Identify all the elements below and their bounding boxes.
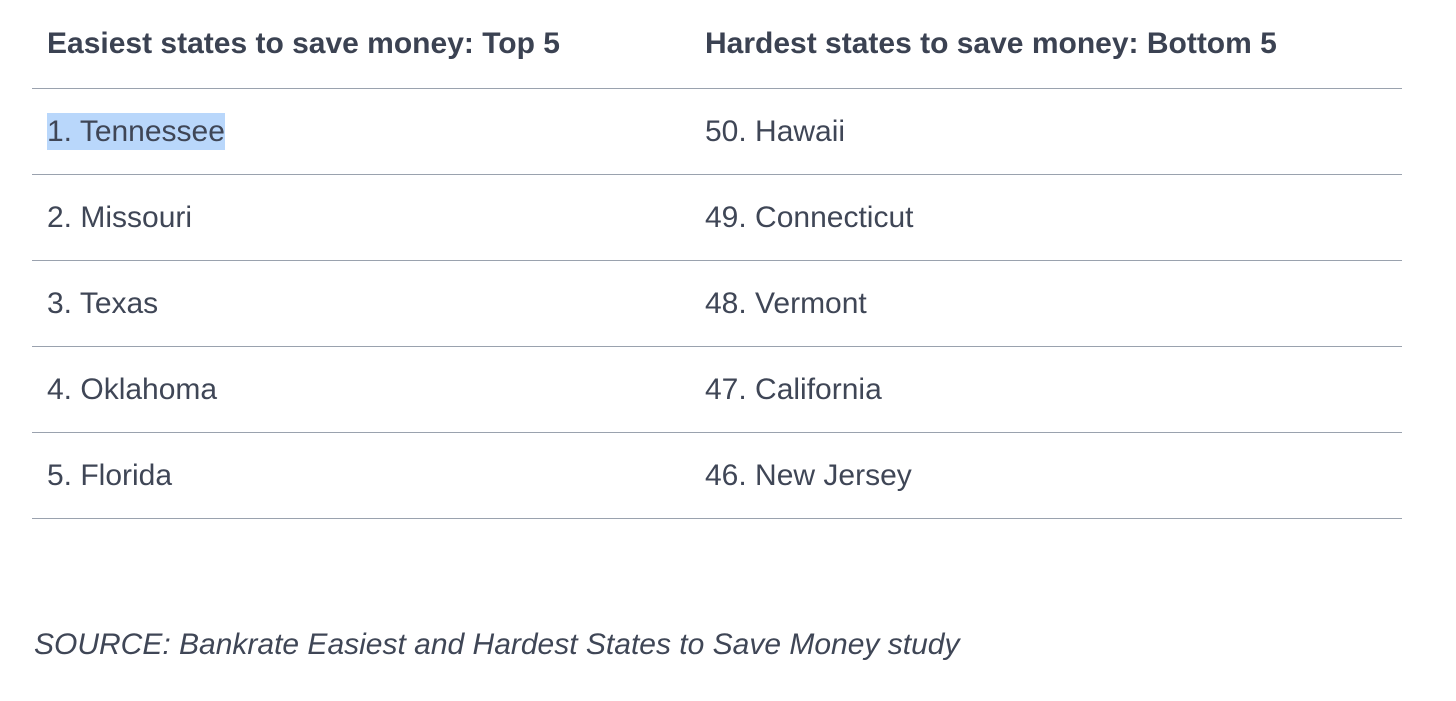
table-row: 2. Missouri 49. Connecticut: [32, 174, 1402, 261]
header-hardest-states: Hardest states to save money: Bottom 5: [691, 0, 1402, 89]
table-cell-hardest[interactable]: 49. Connecticut: [691, 174, 1402, 261]
table-header-row: Easiest states to save money: Top 5 Hard…: [32, 0, 1402, 89]
table-cell-hardest[interactable]: 47. California: [691, 346, 1402, 433]
states-table: Easiest states to save money: Top 5 Hard…: [32, 0, 1402, 519]
selected-text-highlight[interactable]: 1. Tennessee: [47, 112, 225, 150]
table-cell-hardest[interactable]: 46. New Jersey: [691, 432, 1402, 519]
table-cell-hardest[interactable]: 50. Hawaii: [691, 88, 1402, 175]
header-easiest-states: Easiest states to save money: Top 5: [32, 0, 691, 89]
table-cell-easiest[interactable]: 3. Texas: [32, 260, 691, 347]
table-cell-easiest[interactable]: 5. Florida: [32, 432, 691, 519]
table-row: 3. Texas 48. Vermont: [32, 260, 1402, 347]
source-caption: SOURCE: Bankrate Easiest and Hardest Sta…: [34, 628, 960, 661]
table-cell-easiest[interactable]: 1. Tennessee: [32, 88, 691, 175]
table-row: 5. Florida 46. New Jersey: [32, 432, 1402, 519]
states-table-container: Easiest states to save money: Top 5 Hard…: [32, 0, 1402, 519]
table-cell-easiest[interactable]: 4. Oklahoma: [32, 346, 691, 433]
table-row: 4. Oklahoma 47. California: [32, 346, 1402, 433]
table-cell-hardest[interactable]: 48. Vermont: [691, 260, 1402, 347]
table-cell-easiest[interactable]: 2. Missouri: [32, 174, 691, 261]
table-row: 1. Tennessee 50. Hawaii: [32, 88, 1402, 175]
